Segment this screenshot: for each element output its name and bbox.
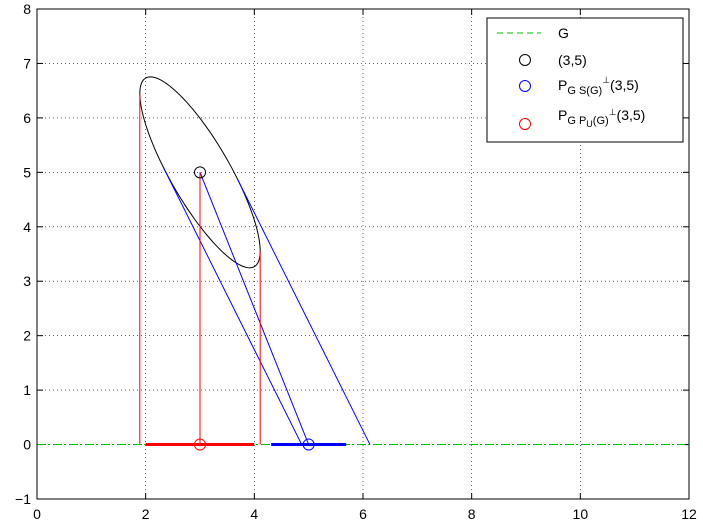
x-tick-label: 10 <box>573 506 589 522</box>
y-tick-label: 4 <box>23 219 31 235</box>
legend-label-point: (3,5) <box>558 52 587 68</box>
y-tick-label: 1 <box>23 382 31 398</box>
legend-marker-point <box>519 54 531 66</box>
blue-projection-marker <box>302 438 315 451</box>
x-tick-label: 4 <box>250 506 258 522</box>
x-tick-label: 0 <box>33 506 41 522</box>
red-projection-marker <box>194 438 206 451</box>
y-tick-label: 5 <box>23 164 31 180</box>
y-tick-label: 7 <box>23 55 31 71</box>
legend: G (3,5) PG S(G)⊥(3,5) PG PU(G)⊥(3,5) <box>486 17 684 143</box>
point-marker <box>194 166 206 179</box>
y-tick-label: 8 <box>23 1 31 17</box>
x-tick-label: 8 <box>468 506 476 522</box>
y-tick-label: 6 <box>23 110 31 126</box>
legend-marker-blue <box>519 80 531 92</box>
y-tick-label: 2 <box>23 328 31 344</box>
legend-label-blue: PG S(G)⊥(3,5) <box>558 75 639 97</box>
y-tick-label: 0 <box>23 437 31 453</box>
y-tick-label: 3 <box>23 273 31 289</box>
legend-label-red: PG PU(G)⊥(3,5) <box>558 107 645 129</box>
x-tick-label: 2 <box>142 506 150 522</box>
legend-marker-red <box>519 118 531 130</box>
x-tick-label: 12 <box>681 506 697 522</box>
ellipse <box>139 76 261 269</box>
legend-label-g: G <box>558 25 569 41</box>
blue-point-line <box>199 172 310 445</box>
plot-frame <box>36 8 690 500</box>
y-tick-label: −1 <box>15 491 31 507</box>
chart-marks <box>37 76 689 451</box>
grid <box>37 9 689 499</box>
blue-tangent-line <box>162 166 303 445</box>
x-tick-label: 6 <box>359 506 367 522</box>
blue-tangent-line <box>236 177 371 445</box>
